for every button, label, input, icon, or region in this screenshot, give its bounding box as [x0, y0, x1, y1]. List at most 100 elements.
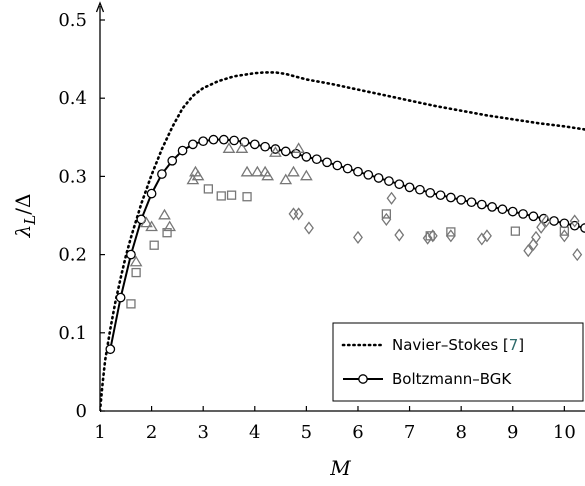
- y-tick-label: 0.1: [58, 323, 87, 344]
- x-tick-label: 4: [249, 422, 260, 443]
- diamond-marker: [381, 212, 392, 226]
- triangle-marker: [191, 169, 205, 181]
- boltzmann-bgk-point: [126, 249, 136, 260]
- diamond-marker: [569, 214, 580, 228]
- boltzmann-bgk-point: [446, 192, 456, 203]
- square-marker: [226, 190, 237, 200]
- diamond-marker: [445, 229, 456, 243]
- boltzmann-bgk-point: [404, 182, 415, 193]
- square-marker: [559, 226, 570, 236]
- boltzmann-bgk-point: [311, 154, 322, 165]
- diamond-marker: [523, 244, 534, 258]
- diamond-marker: [394, 228, 405, 242]
- square-marker: [203, 184, 214, 194]
- x-tick-label: 2: [146, 422, 157, 443]
- square-marker: [216, 191, 226, 201]
- square-marker: [381, 209, 392, 219]
- triangle-marker: [240, 165, 254, 177]
- square-marker: [149, 240, 159, 250]
- boltzmann-bgk-point: [188, 139, 198, 150]
- boltzmann-bgk-point: [301, 152, 312, 162]
- boltzmann-bgk-point: [559, 218, 570, 229]
- boltzmann-bgk-point: [425, 187, 436, 198]
- plot-area: [100, 71, 585, 412]
- boltzmann-bgk-point: [528, 211, 539, 222]
- y-axis-arrow: [95, 1, 105, 13]
- triangle-marker: [261, 169, 275, 181]
- triangle-marker: [300, 169, 313, 181]
- boltzmann-bgk-point: [487, 202, 497, 212]
- legend-label: Boltzmann–BGK: [392, 370, 512, 388]
- triangle-marker: [292, 142, 306, 153]
- square-marker: [242, 192, 252, 202]
- y-axis-title: λL/Δ: [11, 194, 39, 239]
- diamond-marker: [288, 207, 299, 221]
- x-axis-title: M: [329, 456, 351, 480]
- x-tick-label: 10: [553, 422, 576, 443]
- diamond-marker: [293, 207, 304, 221]
- square-marker: [162, 228, 172, 238]
- diamond-marker: [531, 230, 541, 244]
- diamond-marker: [559, 229, 570, 243]
- boltzmann-bgk-point: [115, 292, 126, 303]
- x-tick-label: 1: [94, 422, 105, 443]
- boltzmann-bgk-point: [476, 199, 487, 210]
- legend-box: [332, 322, 584, 402]
- triangle-marker: [287, 165, 300, 177]
- diamond-marker: [482, 229, 492, 243]
- boltzmann-bgk-point: [198, 136, 209, 147]
- x-tick-label: 6: [352, 422, 363, 443]
- triangle-marker: [251, 165, 264, 177]
- square-marker: [131, 267, 141, 278]
- boltzmann-bgk-point: [518, 209, 528, 219]
- boltzmann-bgk-point: [229, 135, 239, 146]
- boltzmann-bgk-point: [466, 197, 477, 208]
- y-tick-label: 0.5: [58, 10, 87, 31]
- diamond-marker: [427, 229, 438, 243]
- y-tick-label: 0: [76, 401, 87, 422]
- boltzmann-bgk-point: [291, 148, 301, 159]
- boltzmann-bgk-point: [394, 179, 405, 190]
- triangle-marker: [269, 146, 282, 157]
- boltzmann-bgk-point: [260, 141, 270, 152]
- diamond-marker: [422, 231, 433, 245]
- triangle-marker: [145, 220, 158, 232]
- boltzmann-bgk-point: [157, 169, 167, 179]
- x-tick-label: 5: [301, 422, 312, 443]
- legend-label: Navier–Stokes [7]: [392, 336, 524, 354]
- boltzmann-bgk-point: [373, 173, 384, 183]
- boltzmann-bgk-point: [177, 145, 188, 156]
- diamond-marker: [353, 230, 363, 244]
- navier-stokes-line: [100, 71, 585, 412]
- y-tick-label: 0.4: [58, 88, 87, 109]
- triangle-marker: [222, 142, 236, 153]
- boltzmann-bgk-point: [249, 139, 260, 150]
- x-tick-label: 9: [507, 422, 518, 443]
- triangle-marker: [279, 173, 293, 185]
- boltzmann-bgk-point: [332, 160, 343, 171]
- boltzmann-bgk-point: [105, 344, 116, 355]
- diamond-marker: [304, 221, 314, 235]
- axes: 1 2 3 4 5 6 7 8 9 10 0 0.1 0.2 0.3 0.4 0.5 MλL/Δ: [11, 1, 585, 480]
- boltzmann-bgk-point: [146, 188, 157, 199]
- triangle-marker: [129, 255, 143, 267]
- square-marker: [510, 226, 520, 236]
- triangle-marker: [158, 208, 171, 220]
- y-tick-label: 0.2: [58, 245, 87, 266]
- legend: Navier–Stokes [7] Boltzmann–BGK: [332, 322, 584, 402]
- boltzmann-bgk-point: [363, 169, 374, 180]
- x-tick-label: 3: [197, 422, 208, 443]
- boltzmann-bgk-point: [167, 155, 178, 166]
- boltzmann-bgk-point: [208, 134, 219, 145]
- boltzmann-bgk-point: [497, 204, 508, 215]
- boltzmann-bgk-point: [342, 163, 353, 174]
- boltzmann-bgk-point: [322, 157, 332, 168]
- triangle-marker: [140, 216, 153, 228]
- boltzmann-bgk-point: [456, 195, 467, 205]
- boltzmann-bgk-point: [415, 184, 425, 195]
- x-tick-label: 7: [404, 422, 415, 443]
- boltzmann-bgk-point: [435, 190, 446, 201]
- boltzmann-bgk-point: [353, 166, 363, 177]
- y-tick-label: 0.3: [58, 166, 87, 187]
